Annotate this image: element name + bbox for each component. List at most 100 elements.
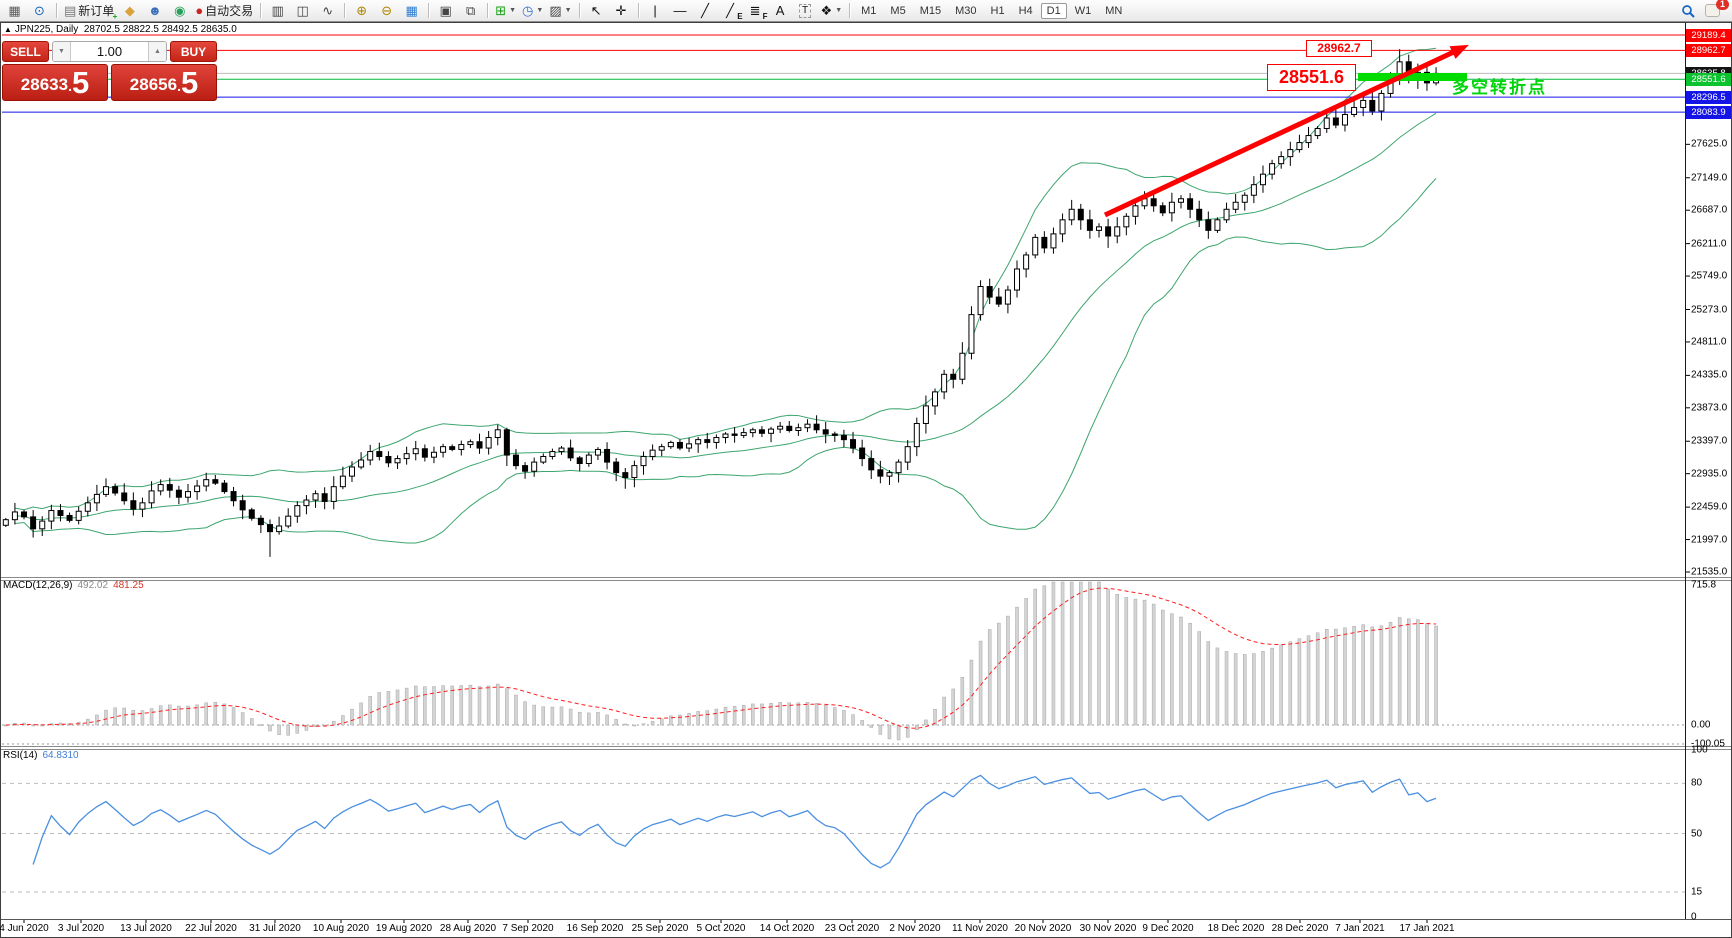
template-icon[interactable]: ▨ ▼ bbox=[549, 2, 572, 18]
toolbar-buttons: ▦ ⊙ ▤ + 新订单 ◆ ☻ ◉ ● 自动交易 ▥ ◫ ∿ ⊕ ⊖ ▦ ▣ ⧉ ⊞ ▼ ◷ ▼ ▨ ▼ ↖ ✛ | — ╱ ╱ E ≣ F A T… bbox=[2, 2, 1129, 20]
bar-chart-icon: ▥ bbox=[271, 2, 284, 18]
price-tick-label: 21535.0 bbox=[1691, 566, 1728, 578]
horizontal-line-icon: — bbox=[673, 2, 687, 18]
symbol-title: JPN225, Daily bbox=[14, 24, 79, 35]
rsi-axis-label: 15 bbox=[1691, 886, 1703, 898]
price-level-tag: 29189.4 bbox=[1686, 28, 1731, 42]
sell-price-button[interactable]: 28633. 5 bbox=[2, 64, 108, 101]
price-tick-label: 24335.0 bbox=[1691, 369, 1728, 381]
macd-panel-splitter[interactable] bbox=[1, 577, 1731, 578]
price-tick-label: 27149.0 bbox=[1691, 172, 1728, 184]
signals-icon[interactable]: ◉ bbox=[168, 2, 191, 20]
date-tick-label: 18 Dec 2020 bbox=[1207, 923, 1265, 934]
zoom-out-icon[interactable]: ⊖ bbox=[375, 2, 398, 20]
rsi-value: 64.8310 bbox=[42, 750, 79, 761]
fibonacci-icon[interactable]: ≣ F bbox=[749, 2, 768, 21]
zoom-in-icon[interactable]: ⊕ bbox=[350, 2, 373, 20]
crosshair-icon[interactable]: ✛ bbox=[610, 2, 633, 20]
buy-button[interactable]: BUY bbox=[170, 41, 217, 62]
trade-panel: SELL ▼ ▲ BUY 28633.5 28656.5 bbox=[2, 41, 217, 101]
toolbar-separator bbox=[56, 3, 57, 18]
volume-increase-button[interactable]: ▲ bbox=[148, 42, 166, 61]
candlestick-chart-icon[interactable]: ◫ bbox=[291, 2, 314, 20]
profile-icon[interactable]: ☻ bbox=[143, 2, 166, 20]
date-tick-label: 20 Nov 2020 bbox=[1014, 923, 1072, 934]
text-icon[interactable]: A bbox=[769, 2, 792, 20]
timeframe-M30[interactable]: M30 bbox=[955, 4, 977, 17]
shapes-icon[interactable]: ❖ ▼ bbox=[820, 2, 843, 18]
channel-icon: ╱ bbox=[726, 2, 734, 18]
price-level-tag: 28296.5 bbox=[1686, 90, 1731, 104]
search-icon[interactable] bbox=[1676, 2, 1699, 20]
volume-stepper: ▼ ▲ bbox=[52, 41, 167, 62]
styles-bucket-icon: ◆ bbox=[124, 2, 135, 18]
arrange-windows-icon: ⧉ bbox=[466, 2, 476, 18]
timeframe-MN[interactable]: MN bbox=[1105, 4, 1123, 17]
autotrade-icon[interactable]: ● 自动交易 bbox=[193, 2, 255, 20]
signals-icon: ◉ bbox=[174, 2, 186, 18]
horizontal-line-icon[interactable]: — bbox=[669, 2, 692, 20]
styles-bucket-icon[interactable]: ◆ bbox=[118, 2, 141, 20]
period-icon[interactable]: ◷ ▼ bbox=[522, 2, 544, 18]
timeframe-H4[interactable]: H4 bbox=[1018, 4, 1033, 17]
vertical-line-icon[interactable]: | bbox=[644, 2, 667, 20]
volume-decrease-button[interactable]: ▼ bbox=[53, 42, 71, 61]
rsi-panel-splitter[interactable] bbox=[1, 746, 1731, 747]
date-tick-label: 10 Aug 2020 bbox=[312, 923, 370, 934]
timeframe-M15[interactable]: M15 bbox=[919, 4, 942, 17]
trendline-icon[interactable]: ╱ bbox=[694, 2, 717, 20]
chart-header: ▲ JPN225, Daily 28702.5 28822.5 28492.5 2… bbox=[4, 24, 237, 35]
notification-badge: 1 bbox=[1715, 0, 1729, 10]
rsi-axis-label: 0 bbox=[1691, 911, 1697, 923]
label-icon[interactable]: T bbox=[794, 2, 817, 20]
auto-arrange-icon[interactable]: ▣ bbox=[434, 2, 457, 20]
chart-marker-icon: ▲ bbox=[4, 25, 12, 34]
date-tick-label: 25 Sep 2020 bbox=[631, 923, 689, 934]
autotrade-label: 自动交易 bbox=[205, 4, 254, 18]
zoom-window-icon[interactable]: ⊙ bbox=[28, 2, 51, 20]
add-indicator-icon[interactable]: ⊞ ▼ bbox=[495, 2, 517, 18]
new-order-icon[interactable]: ▤ + 新订单 bbox=[64, 2, 118, 21]
price-tick-label: 25273.0 bbox=[1691, 304, 1728, 315]
bar-chart-icon[interactable]: ▥ bbox=[266, 2, 289, 20]
vertical-line-icon: | bbox=[653, 2, 657, 18]
price-tick-label: 23397.0 bbox=[1691, 435, 1728, 447]
time-axis-separator bbox=[1, 919, 1731, 920]
date-tick-label: 19 Aug 2020 bbox=[375, 923, 433, 934]
rsi-axis-label: 80 bbox=[1691, 777, 1703, 789]
tile-windows-icon[interactable]: ▦ bbox=[400, 2, 423, 20]
toolbar-separator bbox=[637, 3, 639, 18]
buy-price-button[interactable]: 28656. 5 bbox=[111, 64, 217, 101]
price-tick-label: 27625.0 bbox=[1691, 138, 1728, 150]
resistance-annotation[interactable]: 28962.7 bbox=[1306, 40, 1372, 57]
date-tick-label: 4 Jun 2020 bbox=[0, 923, 49, 934]
timeframe-M5[interactable]: M5 bbox=[890, 4, 906, 17]
date-tick-label: 2 Nov 2020 bbox=[889, 923, 941, 934]
support-annotation[interactable]: 28551.6 bbox=[1267, 64, 1356, 91]
rsi-axis-label: 100 bbox=[1691, 744, 1708, 756]
chart-window-icon[interactable]: ▦ bbox=[3, 2, 26, 20]
timeframe-M1[interactable]: M1 bbox=[861, 4, 877, 17]
rsi-name: RSI(14) bbox=[3, 750, 38, 761]
timeframe-W1[interactable]: W1 bbox=[1074, 4, 1092, 17]
date-tick-label: 31 Jul 2020 bbox=[249, 923, 301, 934]
line-chart-icon[interactable]: ∿ bbox=[316, 2, 339, 20]
date-tick-label: 7 Sep 2020 bbox=[502, 923, 554, 934]
channel-icon[interactable]: ╱ E bbox=[726, 2, 743, 21]
date-tick-label: 28 Dec 2020 bbox=[1271, 923, 1329, 934]
timeframe-H1[interactable]: H1 bbox=[990, 4, 1005, 17]
date-tick-label: 11 Nov 2020 bbox=[952, 923, 1008, 934]
notifications-icon[interactable]: 1 bbox=[1701, 0, 1729, 20]
date-tick-label: 13 Jul 2020 bbox=[120, 923, 172, 934]
pivot-annotation[interactable]: 多空转折点 bbox=[1452, 78, 1547, 97]
timeframe-D1[interactable]: D1 bbox=[1040, 2, 1067, 19]
arrange-windows-icon[interactable]: ⧉ bbox=[459, 2, 482, 20]
price-tick-label: 26211.0 bbox=[1691, 238, 1727, 250]
cursor-icon[interactable]: ↖ bbox=[585, 2, 608, 20]
sell-button[interactable]: SELL bbox=[2, 41, 49, 62]
tile-windows-icon: ▦ bbox=[405, 2, 418, 18]
chart-area[interactable] bbox=[0, 22, 1732, 938]
text-icon: A bbox=[775, 2, 785, 18]
price-tick-label: 22459.0 bbox=[1691, 501, 1728, 513]
volume-input[interactable] bbox=[71, 42, 148, 61]
